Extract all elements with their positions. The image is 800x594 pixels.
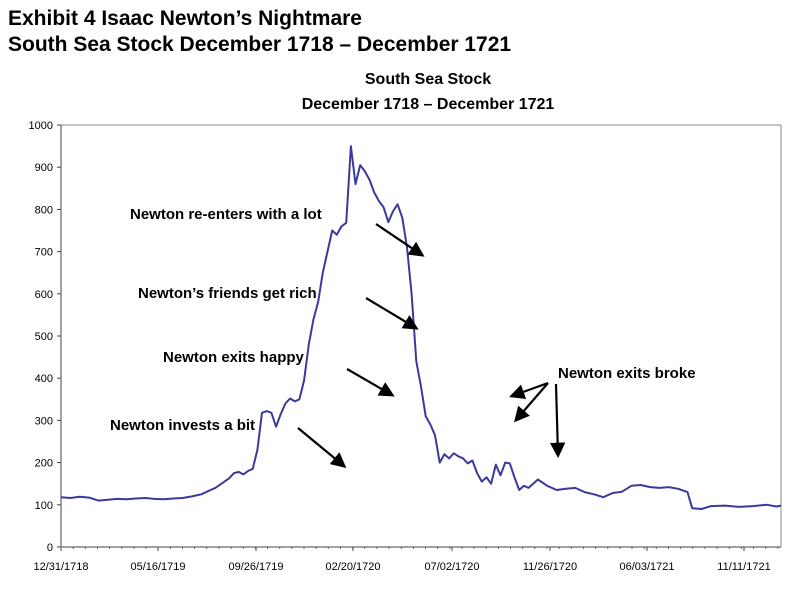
axes: 0 100 200 300 400 500 600 700 800 900 1000 12/31/17… xyxy=(29,120,782,573)
x-tick-label: 11/26/1720 xyxy=(523,561,577,573)
x-tick-label: 02/20/1720 xyxy=(325,561,380,573)
y-tick-label: 1000 xyxy=(29,120,53,132)
y-tick-label: 100 xyxy=(35,500,53,512)
exhibit-title-line1: Exhibit 4 Isaac Newton’s Nightmare xyxy=(8,7,362,30)
y-tick-label: 0 xyxy=(47,542,53,554)
annotation-arrow xyxy=(549,383,566,459)
x-tick-label: 07/02/1720 xyxy=(424,561,479,573)
x-tick-label: 09/26/1719 xyxy=(228,561,283,573)
exhibit-title-line2: South Sea Stock December 1718 – December… xyxy=(8,33,512,56)
y-tick-label: 200 xyxy=(35,458,53,470)
annotation-arrow xyxy=(297,427,347,468)
x-tick-label: 06/03/1721 xyxy=(619,561,674,573)
annotation-label: Newton exits happy xyxy=(163,349,305,366)
annotation-label: Newton invests a bit xyxy=(110,417,255,434)
x-tick-label: 05/16/1719 xyxy=(130,561,185,573)
annotation-label: Newton exits broke xyxy=(558,365,696,382)
x-tick-label: 11/11/1721 xyxy=(717,561,770,573)
y-tick-label: 800 xyxy=(35,204,53,216)
annotations: Newton re-enters with a lot Newton’s frie… xyxy=(110,206,696,468)
annotation-arrow xyxy=(509,381,549,400)
annotation-label: Newton’s friends get rich xyxy=(138,285,317,302)
chart-title: South Sea Stock xyxy=(365,71,491,88)
chart-subtitle: December 1718 – December 1721 xyxy=(302,96,555,113)
annotation-arrow xyxy=(375,223,425,257)
annotation-arrow xyxy=(346,368,395,397)
annotation-label: Newton re-enters with a lot xyxy=(130,206,322,223)
y-tick-label: 900 xyxy=(35,162,53,174)
y-tick-label: 400 xyxy=(35,373,53,385)
annotation-arrow xyxy=(513,382,549,423)
exhibit-title: Exhibit 4 Isaac Newton’s Nightmare South… xyxy=(8,6,511,58)
series-layer xyxy=(60,145,782,510)
x-tick-label: 12/31/1718 xyxy=(33,561,88,573)
y-tick-label: 500 xyxy=(35,331,53,343)
y-tick-label: 700 xyxy=(35,247,53,259)
y-tick-label: 600 xyxy=(35,289,53,301)
plot-frame xyxy=(60,124,782,548)
y-tick-label: 300 xyxy=(35,415,53,427)
annotation-arrow xyxy=(365,297,419,330)
series-line-0 xyxy=(60,145,782,510)
